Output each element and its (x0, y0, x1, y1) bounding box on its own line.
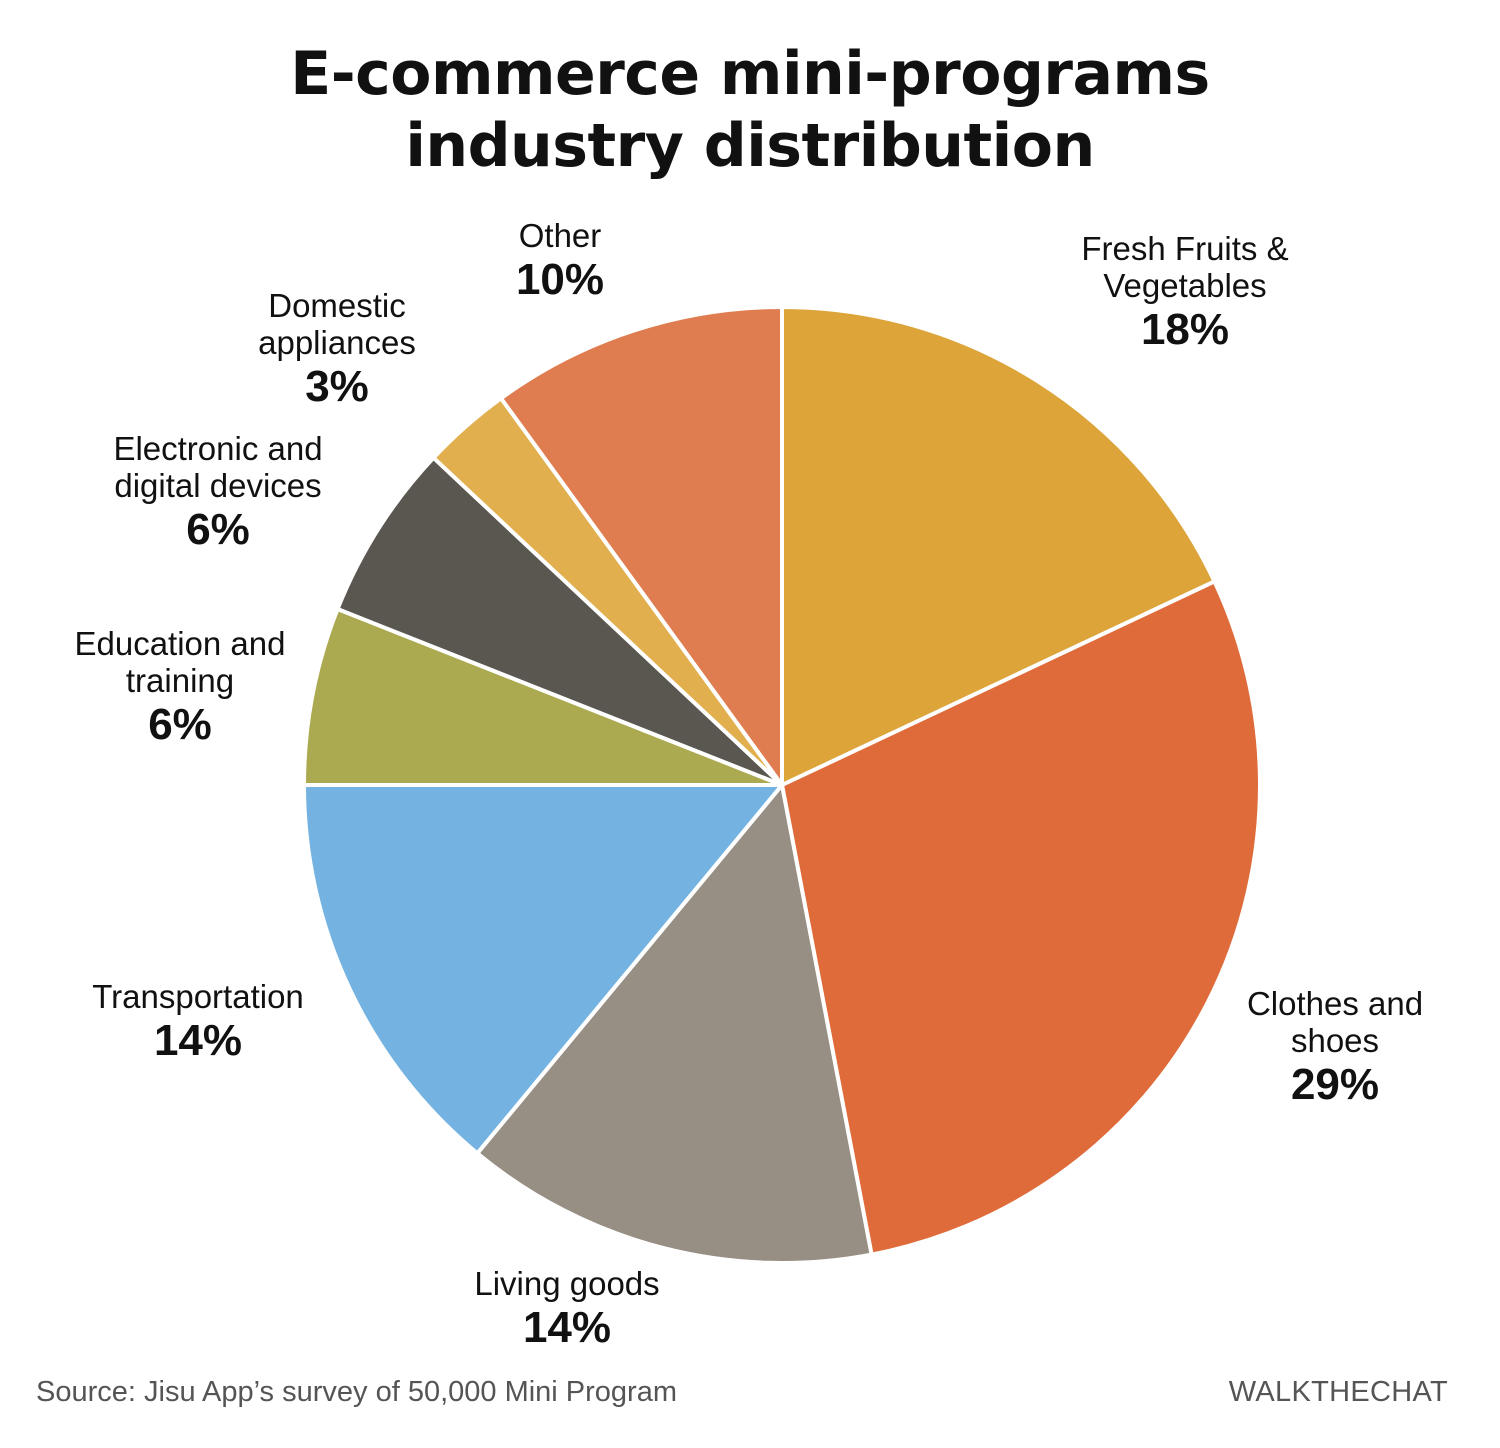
slice-label-4-line-0: Education and (74, 625, 286, 662)
slice-value-4: 6% (148, 700, 212, 749)
slice-label-1-line-0: Clothes and (1246, 985, 1424, 1022)
brand-name: WALKTHECHAT (1228, 1376, 1448, 1408)
slice-label-0-line-0: Fresh Fruits & (1081, 230, 1289, 267)
slice-value-5: 6% (186, 505, 250, 554)
pie-slice-0 (780, 305, 1217, 787)
slice-label-7-line-0: Other (518, 217, 602, 254)
pie-slice-1 (780, 579, 1262, 1257)
pie-slice-4 (302, 607, 784, 787)
pie-slice-2 (475, 783, 874, 1265)
slice-label-2: Living goods 14% (474, 1265, 659, 1354)
chart-title-line-1: E-commerce mini-programs (290, 39, 1210, 109)
slice-label-3: Transportation 14% (92, 978, 304, 1067)
slice-label-7: Other 10% (516, 217, 604, 306)
slice-label-6-line-1: appliances (258, 324, 416, 361)
slice-label-5-line-0: Electronic and (113, 430, 323, 467)
pie-slices (302, 305, 1262, 1265)
source-note: Source: Jisu App’s survey of 50,000 Mini… (36, 1376, 678, 1408)
slice-value-0: 18% (1140, 305, 1230, 354)
slice-value-3: 14% (153, 1016, 243, 1065)
chart-title: E-commerce mini-programs industry distri… (0, 38, 1500, 182)
slice-value-7: 10% (515, 255, 605, 304)
slice-label-5-line-1: digital devices (114, 467, 322, 504)
slice-value-2: 14% (522, 1303, 612, 1352)
slice-value-6: 3% (305, 362, 369, 411)
slice-label-4-line-1: training (125, 662, 235, 699)
pie-slice-5 (335, 455, 784, 787)
slice-label-0-line-1: Vegetables (1103, 267, 1267, 304)
pie-slice-3 (302, 783, 784, 1156)
slice-label-1-line-1: shoes (1290, 1022, 1380, 1059)
slice-label-5: Electronic and digital devices 6% (113, 430, 322, 556)
slice-label-6-line-0: Domestic (268, 287, 406, 324)
pie-slice-7 (499, 305, 784, 787)
slice-label-4: Education and training 6% (74, 625, 285, 751)
chart-title-line-2: industry distribution (405, 111, 1095, 181)
slice-label-1: Clothes and shoes 29% (1247, 985, 1423, 1111)
slice-label-0: Fresh Fruits & Vegetables 18% (1081, 230, 1288, 356)
slice-label-3-line-0: Transportation (92, 978, 304, 1015)
slice-value-1: 29% (1290, 1060, 1380, 1109)
slice-label-6: Domestic appliances 3% (258, 287, 416, 413)
slice-label-2-line-0: Living goods (474, 1265, 660, 1302)
